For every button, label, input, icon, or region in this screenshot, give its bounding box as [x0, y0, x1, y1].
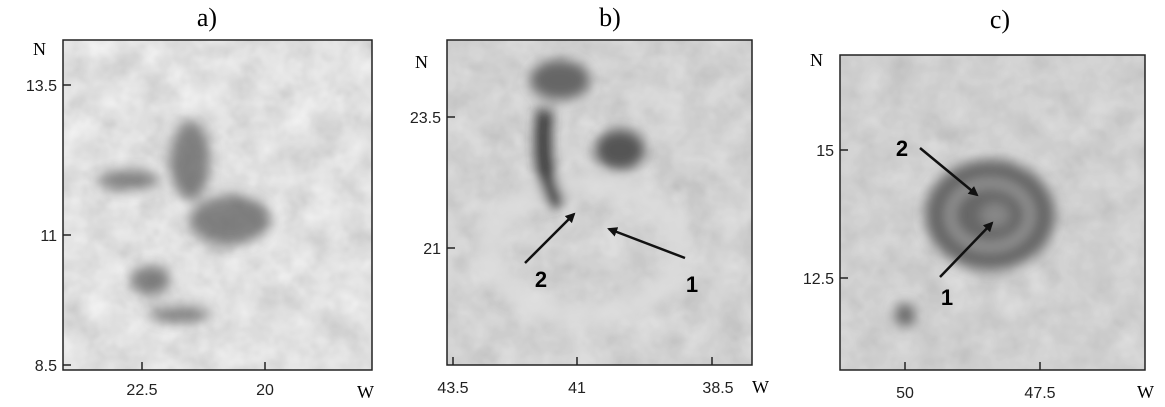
- y-tick-label: 15: [816, 143, 834, 160]
- y-axis-label: N: [415, 52, 428, 72]
- x-tick-label: 38.5: [702, 380, 733, 397]
- annotation: 1: [941, 285, 953, 310]
- frame: [62, 39, 373, 371]
- annotation: 2: [535, 267, 547, 292]
- x-tick-label: 22.5: [126, 382, 157, 399]
- y-tick-label: 12.5: [803, 271, 834, 288]
- cloud-features: [479, 60, 691, 326]
- y-tick-label: 8.5: [35, 358, 57, 375]
- arrow: [607, 227, 686, 260]
- annotation: 2: [896, 136, 908, 161]
- y-axis-label: N: [810, 50, 823, 70]
- x-axis-label: W: [357, 382, 374, 402]
- cloud-features: [100, 120, 270, 323]
- arrow: [524, 212, 576, 264]
- x-tick-label: 43.5: [437, 380, 468, 397]
- panel-b: 2 1 b) N W 23.5 21 43.5 41 38.5: [410, 3, 769, 397]
- y-tick-label: 21: [423, 241, 441, 258]
- x-axis-label: W: [752, 377, 769, 397]
- x-tick-label: 50: [896, 385, 914, 402]
- panel-a: a) N W 13.5 11 8.5 22.5 20: [26, 3, 374, 402]
- annotation: 1: [686, 272, 698, 297]
- panel-label: c): [990, 5, 1010, 34]
- arrow: [939, 221, 994, 278]
- y-axis-label: N: [33, 39, 46, 59]
- frame: [839, 54, 1146, 371]
- x-tick-label: 20: [256, 382, 274, 399]
- x-tick-label: 41: [568, 380, 586, 397]
- arrow: [919, 147, 979, 197]
- x-axis-label: W: [1137, 382, 1154, 402]
- panel-label: a): [197, 3, 217, 32]
- panel-c: 2 1 c) N W 15 12.5 50 47.5: [803, 5, 1154, 402]
- y-tick-label: 13.5: [26, 78, 57, 95]
- y-tick-label: 11: [40, 228, 57, 245]
- panel-label: b): [599, 3, 621, 32]
- cloud-features: [895, 160, 1055, 327]
- y-tick-label: 23.5: [410, 110, 441, 127]
- frame: [446, 39, 753, 366]
- x-tick-label: 47.5: [1024, 385, 1055, 402]
